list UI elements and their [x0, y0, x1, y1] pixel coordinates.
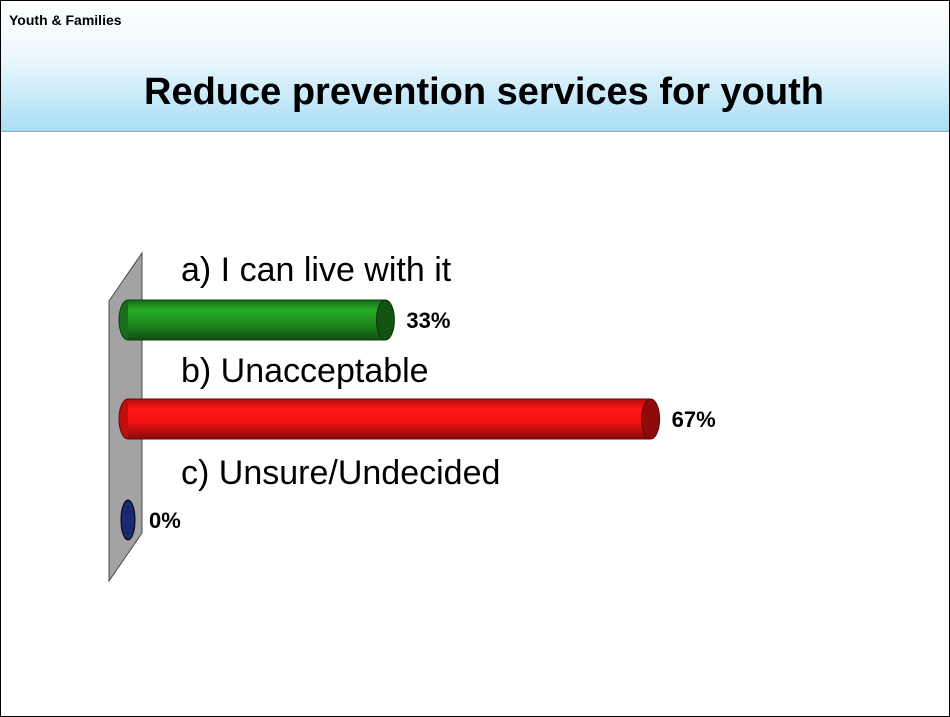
category-label: b) Unacceptable: [181, 352, 429, 390]
slide-header: Youth & Families Reduce prevention servi…: [1, 1, 949, 132]
data-label: 33%: [406, 308, 450, 333]
section-label: Youth & Families: [9, 12, 122, 28]
category-label: a) I can live with it: [181, 251, 452, 289]
bar: [128, 300, 386, 340]
bar: [128, 399, 651, 439]
bar-cap-end: [375, 299, 395, 341]
bar-cap-end: [641, 398, 661, 440]
category-label: c) Unsure/Undecided: [181, 454, 500, 492]
bar-zero-cap: [120, 499, 136, 541]
slide-title: Reduce prevention services for youth: [144, 71, 824, 113]
data-label: 67%: [672, 407, 716, 432]
data-label: 0%: [149, 508, 181, 533]
